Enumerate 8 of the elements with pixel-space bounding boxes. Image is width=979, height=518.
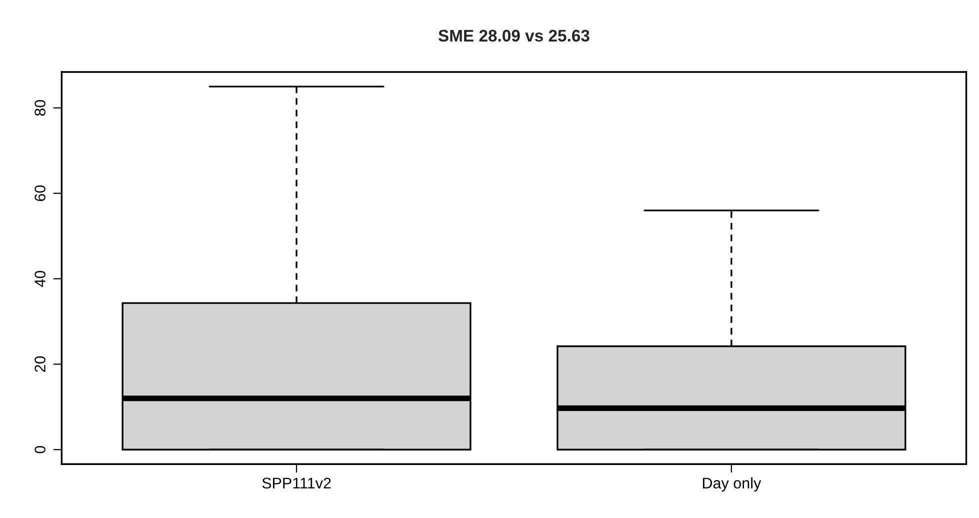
x-tick-label: Day only — [702, 477, 762, 492]
x-tick-label: SPP111v2 — [262, 478, 331, 489]
y-tick-label: 40 — [34, 270, 46, 287]
y-tick-label: 80 — [34, 100, 46, 116]
chart-title: SME 28.09 vs 25.63 — [438, 30, 590, 42]
y-tick-label: 60 — [34, 185, 46, 202]
y-tick-label: 0 — [34, 446, 46, 454]
y-tick-label: 20 — [34, 356, 46, 372]
